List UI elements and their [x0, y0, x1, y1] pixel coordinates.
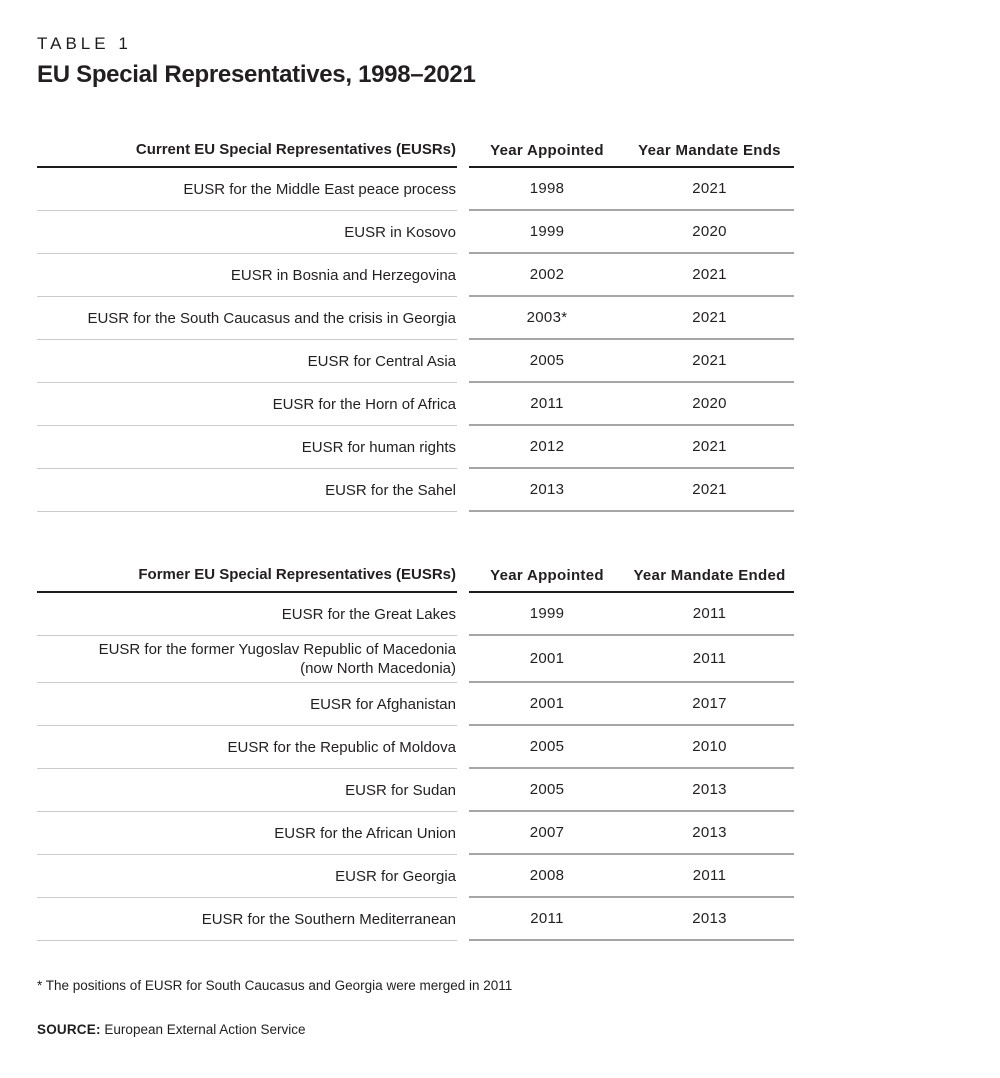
year-appointed-cell: 1998 [529, 180, 565, 197]
table-row: EUSR for the Horn of Africa 2011 2020 [37, 383, 794, 426]
year-appointed-cell: 2003* [526, 309, 568, 326]
year-cells: 2005 2010 [469, 726, 794, 769]
eusr-name-cell: EUSR for the South Caucasus and the cris… [37, 297, 457, 340]
year-cells: 2001 2011 [469, 636, 794, 683]
year-cells: 2013 2021 [469, 469, 794, 512]
table-row: EUSR in Kosovo 1999 2020 [37, 211, 794, 254]
table-row: EUSR for human rights 2012 2021 [37, 426, 794, 469]
table-row: EUSR for the Southern Mediterranean 2011… [37, 898, 794, 941]
eusr-name-cell: EUSR in Bosnia and Herzegovina [37, 254, 457, 297]
eusr-name-cell: EUSR for the Sahel [37, 469, 457, 512]
year-cells: 1999 2020 [469, 211, 794, 254]
column-header-name: Former EU Special Representatives (EUSRs… [37, 561, 457, 593]
eusr-name-cell: EUSR for the Republic of Moldova [37, 726, 457, 769]
year-cells: 1999 2011 [469, 593, 794, 636]
source-line: SOURCE: European External Action Service [37, 1022, 795, 1037]
year-cells: 2008 2011 [469, 855, 794, 898]
table-row: EUSR for the Great Lakes 1999 2011 [37, 593, 794, 636]
year-appointed-cell: 2001 [529, 650, 565, 667]
eusr-name-cell: EUSR for Afghanistan [37, 683, 457, 726]
year-appointed-cell: 2008 [529, 867, 565, 884]
year-cells: 2011 2020 [469, 383, 794, 426]
eusr-name-cell: EUSR for Central Asia [37, 340, 457, 383]
year-mandate-cell: 2021 [692, 352, 727, 369]
year-mandate-cell: 2013 [692, 824, 727, 841]
table-row: EUSR for Central Asia 2005 2021 [37, 340, 794, 383]
column-header-years: Year Appointed Year Mandate Ended [469, 561, 794, 593]
year-appointed-cell: 2005 [529, 738, 565, 755]
table-row: EUSR for Georgia 2008 2011 [37, 855, 794, 898]
year-appointed-cell: 2001 [529, 695, 565, 712]
page-title: EU Special Representatives, 1998–2021 [37, 61, 476, 88]
year-mandate-cell: 2010 [692, 738, 727, 755]
eusr-name-cell: EUSR for the Southern Mediterranean [37, 898, 457, 941]
year-mandate-cell: 2011 [692, 605, 727, 622]
eusr-name-cell: EUSR for human rights [37, 426, 457, 469]
year-appointed-cell: 2013 [529, 481, 565, 498]
year-appointed-cell: 2005 [529, 781, 565, 798]
year-mandate-cell: 2011 [692, 650, 727, 667]
year-cells: 2005 2013 [469, 769, 794, 812]
eusr-name-cell: EUSR for the former Yugoslav Republic of… [37, 636, 457, 683]
column-header-year-mandate: Year Mandate Ended [633, 567, 786, 584]
table-row: EUSR for the Sahel 2013 2021 [37, 469, 794, 512]
year-mandate-cell: 2017 [692, 695, 727, 712]
year-appointed-cell: 1999 [529, 223, 565, 240]
table-row: EUSR for the Middle East peace process 1… [37, 168, 794, 211]
table-row: EUSR for Afghanistan 2001 2017 [37, 683, 794, 726]
source-text: European External Action Service [104, 1022, 306, 1037]
column-header-years: Year Appointed Year Mandate Ends [469, 136, 794, 168]
year-appointed-cell: 2002 [529, 266, 565, 283]
year-mandate-cell: 2021 [692, 309, 727, 326]
year-mandate-cell: 2013 [692, 910, 727, 927]
year-cells: 2003* 2021 [469, 297, 794, 340]
eusr-name-cell: EUSR for the Middle East peace process [37, 168, 457, 211]
eusr-name-cell: EUSR for the Great Lakes [37, 593, 457, 636]
year-appointed-cell: 2012 [529, 438, 565, 455]
table-row: EUSR for the African Union 2007 2013 [37, 812, 794, 855]
page: TABLE 1 EU Special Representatives, 1998… [37, 34, 795, 1037]
table-row: EUSR for the former Yugoslav Republic of… [37, 636, 794, 683]
column-header-year-appointed: Year Appointed [490, 142, 604, 159]
eusr-name-cell: EUSR for Sudan [37, 769, 457, 812]
current-representatives-table: Current EU Special Representatives (EUSR… [37, 136, 794, 512]
table-label: TABLE 1 [37, 34, 132, 53]
table-row: EUSR in Bosnia and Herzegovina 2002 2021 [37, 254, 794, 297]
table-header-row: Current EU Special Representatives (EUSR… [37, 136, 794, 168]
footnote: * The positions of EUSR for South Caucas… [37, 978, 513, 993]
year-mandate-cell: 2021 [692, 481, 727, 498]
year-mandate-cell: 2021 [692, 438, 727, 455]
year-mandate-cell: 2013 [692, 781, 727, 798]
year-cells: 2007 2013 [469, 812, 794, 855]
year-cells: 2002 2021 [469, 254, 794, 297]
year-cells: 2005 2021 [469, 340, 794, 383]
eusr-name-cell: EUSR for the Horn of Africa [37, 383, 457, 426]
eusr-name-cell: EUSR for Georgia [37, 855, 457, 898]
column-header-name: Current EU Special Representatives (EUSR… [37, 136, 457, 168]
year-mandate-cell: 2020 [692, 395, 727, 412]
table-header-row: Former EU Special Representatives (EUSRs… [37, 561, 794, 593]
year-mandate-cell: 2021 [692, 266, 727, 283]
table-row: EUSR for Sudan 2005 2013 [37, 769, 794, 812]
year-appointed-cell: 2011 [530, 395, 564, 412]
table-row: EUSR for the South Caucasus and the cris… [37, 297, 794, 340]
table-row: EUSR for the Republic of Moldova 2005 20… [37, 726, 794, 769]
year-mandate-cell: 2021 [692, 180, 727, 197]
year-cells: 1998 2021 [469, 168, 794, 211]
year-appointed-cell: 2011 [530, 910, 564, 927]
year-mandate-cell: 2011 [692, 867, 727, 884]
eusr-name-cell: EUSR for the African Union [37, 812, 457, 855]
year-mandate-cell: 2020 [692, 223, 727, 240]
year-appointed-cell: 2007 [529, 824, 565, 841]
source-label: SOURCE: [37, 1022, 101, 1037]
year-appointed-cell: 1999 [529, 605, 565, 622]
year-cells: 2012 2021 [469, 426, 794, 469]
year-cells: 2011 2013 [469, 898, 794, 941]
year-cells: 2001 2017 [469, 683, 794, 726]
former-representatives-table: Former EU Special Representatives (EUSRs… [37, 561, 794, 941]
year-appointed-cell: 2005 [529, 352, 565, 369]
column-header-year-mandate: Year Mandate Ends [638, 142, 781, 159]
eusr-name-cell: EUSR in Kosovo [37, 211, 457, 254]
column-header-year-appointed: Year Appointed [490, 567, 604, 584]
